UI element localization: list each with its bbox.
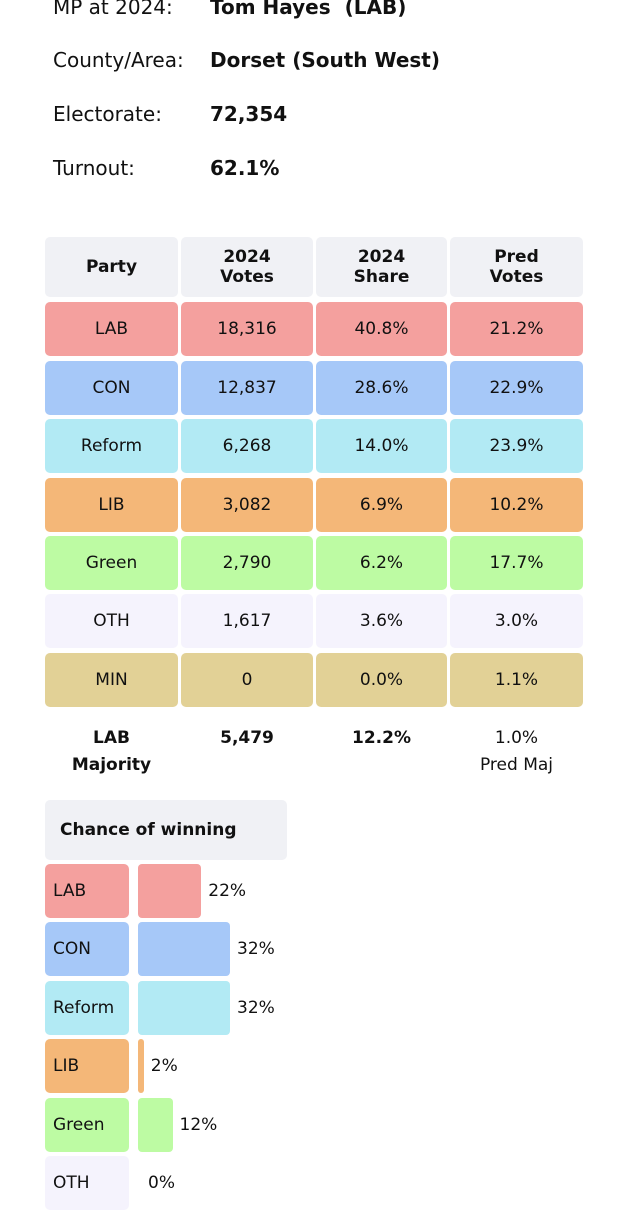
header-share-line1: 2024 bbox=[357, 247, 406, 267]
table-row-oth-votes: 1,617 bbox=[181, 594, 313, 648]
table-row-green-share: 6.2% bbox=[316, 536, 447, 590]
chance-pct-con: 32% bbox=[237, 939, 275, 959]
table-row-con-share: 28.6% bbox=[316, 361, 447, 415]
majority-share: 12.2% bbox=[352, 728, 411, 748]
majority-pred: 1.0% Pred Maj bbox=[450, 725, 583, 779]
chance-label-lib: LIB bbox=[45, 1039, 129, 1093]
chance-bar-reform bbox=[138, 981, 230, 1035]
table-row-reform-share: 14.0% bbox=[316, 419, 447, 473]
chance-label-lab: LAB bbox=[45, 864, 129, 918]
chance-bar-lab bbox=[138, 864, 202, 918]
table-row-lib-pred: 10.2% bbox=[450, 478, 583, 532]
table-row-green-party: Green bbox=[45, 536, 178, 590]
table-row-reform-party: Reform bbox=[45, 419, 178, 473]
header-pred-line1: Pred bbox=[494, 247, 539, 267]
table-row-min-party: MIN bbox=[45, 653, 178, 707]
header-votes: 2024 Votes bbox=[181, 237, 313, 297]
table-row-oth-party: OTH bbox=[45, 594, 178, 648]
mp-label: MP at 2024: bbox=[53, 0, 173, 19]
electorate-value: 72,354 bbox=[210, 102, 288, 126]
table-row-lib-party: LIB bbox=[45, 478, 178, 532]
chance-pct-lib: 2% bbox=[150, 1056, 178, 1076]
chance-pct-reform: 32% bbox=[237, 998, 275, 1018]
table-row-lab-party: LAB bbox=[45, 302, 178, 356]
header-share: 2024 Share bbox=[316, 237, 447, 297]
chance-bar-lib bbox=[138, 1039, 144, 1093]
turnout-value: 62.1% bbox=[210, 156, 280, 180]
table-row-lib-votes: 3,082 bbox=[181, 478, 313, 532]
table-row-min-pred: 1.1% bbox=[450, 653, 583, 707]
majority-party-line2: Majority bbox=[71, 755, 152, 775]
table-row-lib-share: 6.9% bbox=[316, 478, 447, 532]
county-label: County/Area: bbox=[53, 48, 184, 72]
table-row-lab-votes: 18,316 bbox=[181, 302, 313, 356]
table-row-reform-votes: 6,268 bbox=[181, 419, 313, 473]
table-row-con-party: CON bbox=[45, 361, 178, 415]
header-votes-line2: Votes bbox=[220, 267, 274, 287]
table-row-green-votes: 2,790 bbox=[181, 536, 313, 590]
header-party-text: Party bbox=[85, 257, 138, 277]
table-row-oth-share: 3.6% bbox=[316, 594, 447, 648]
chance-label-green: Green bbox=[45, 1098, 129, 1152]
chance-label-oth: OTH bbox=[45, 1156, 129, 1210]
county-value: Dorset (South West) bbox=[210, 48, 440, 72]
header-share-line2: Share bbox=[353, 267, 410, 287]
header-pred: Pred Votes bbox=[450, 237, 583, 297]
chance-pct-oth: 0% bbox=[148, 1173, 175, 1193]
header-party: Party bbox=[45, 237, 178, 297]
table-row-min-share: 0.0% bbox=[316, 653, 447, 707]
chance-label-con: CON bbox=[45, 922, 129, 976]
mp-value: Tom Hayes (LAB) bbox=[210, 0, 407, 19]
electorate-label: Electorate: bbox=[53, 102, 162, 126]
table-row-oth-pred: 3.0% bbox=[450, 594, 583, 648]
header-votes-line1: 2024 bbox=[223, 247, 271, 267]
chance-title: Chance of winning bbox=[45, 800, 287, 860]
turnout-label: Turnout: bbox=[53, 156, 135, 180]
table-row-lab-share: 40.8% bbox=[316, 302, 447, 356]
majority-pred-line1: 1.0% bbox=[494, 728, 539, 748]
table-row-min-votes: 0 bbox=[181, 653, 313, 707]
chance-pct-lab: 22% bbox=[208, 881, 247, 901]
majority-votes: 5,479 bbox=[220, 728, 274, 748]
table-row-con-votes: 12,837 bbox=[181, 361, 313, 415]
table-row-green-pred: 17.7% bbox=[450, 536, 583, 590]
header-pred-line2: Votes bbox=[489, 267, 544, 287]
majority-pred-line2: Pred Maj bbox=[479, 755, 554, 775]
table-row-lab-pred: 21.2% bbox=[450, 302, 583, 356]
chance-pct-green: 12% bbox=[179, 1115, 218, 1135]
table-row-con-pred: 22.9% bbox=[450, 361, 583, 415]
majority-party-line1: LAB bbox=[93, 728, 130, 748]
majority-party: LAB Majority bbox=[45, 725, 178, 779]
chance-bar-con bbox=[138, 922, 230, 976]
chance-bar-green bbox=[138, 1098, 173, 1152]
chance-label-reform: Reform bbox=[45, 981, 129, 1035]
table-row-reform-pred: 23.9% bbox=[450, 419, 583, 473]
